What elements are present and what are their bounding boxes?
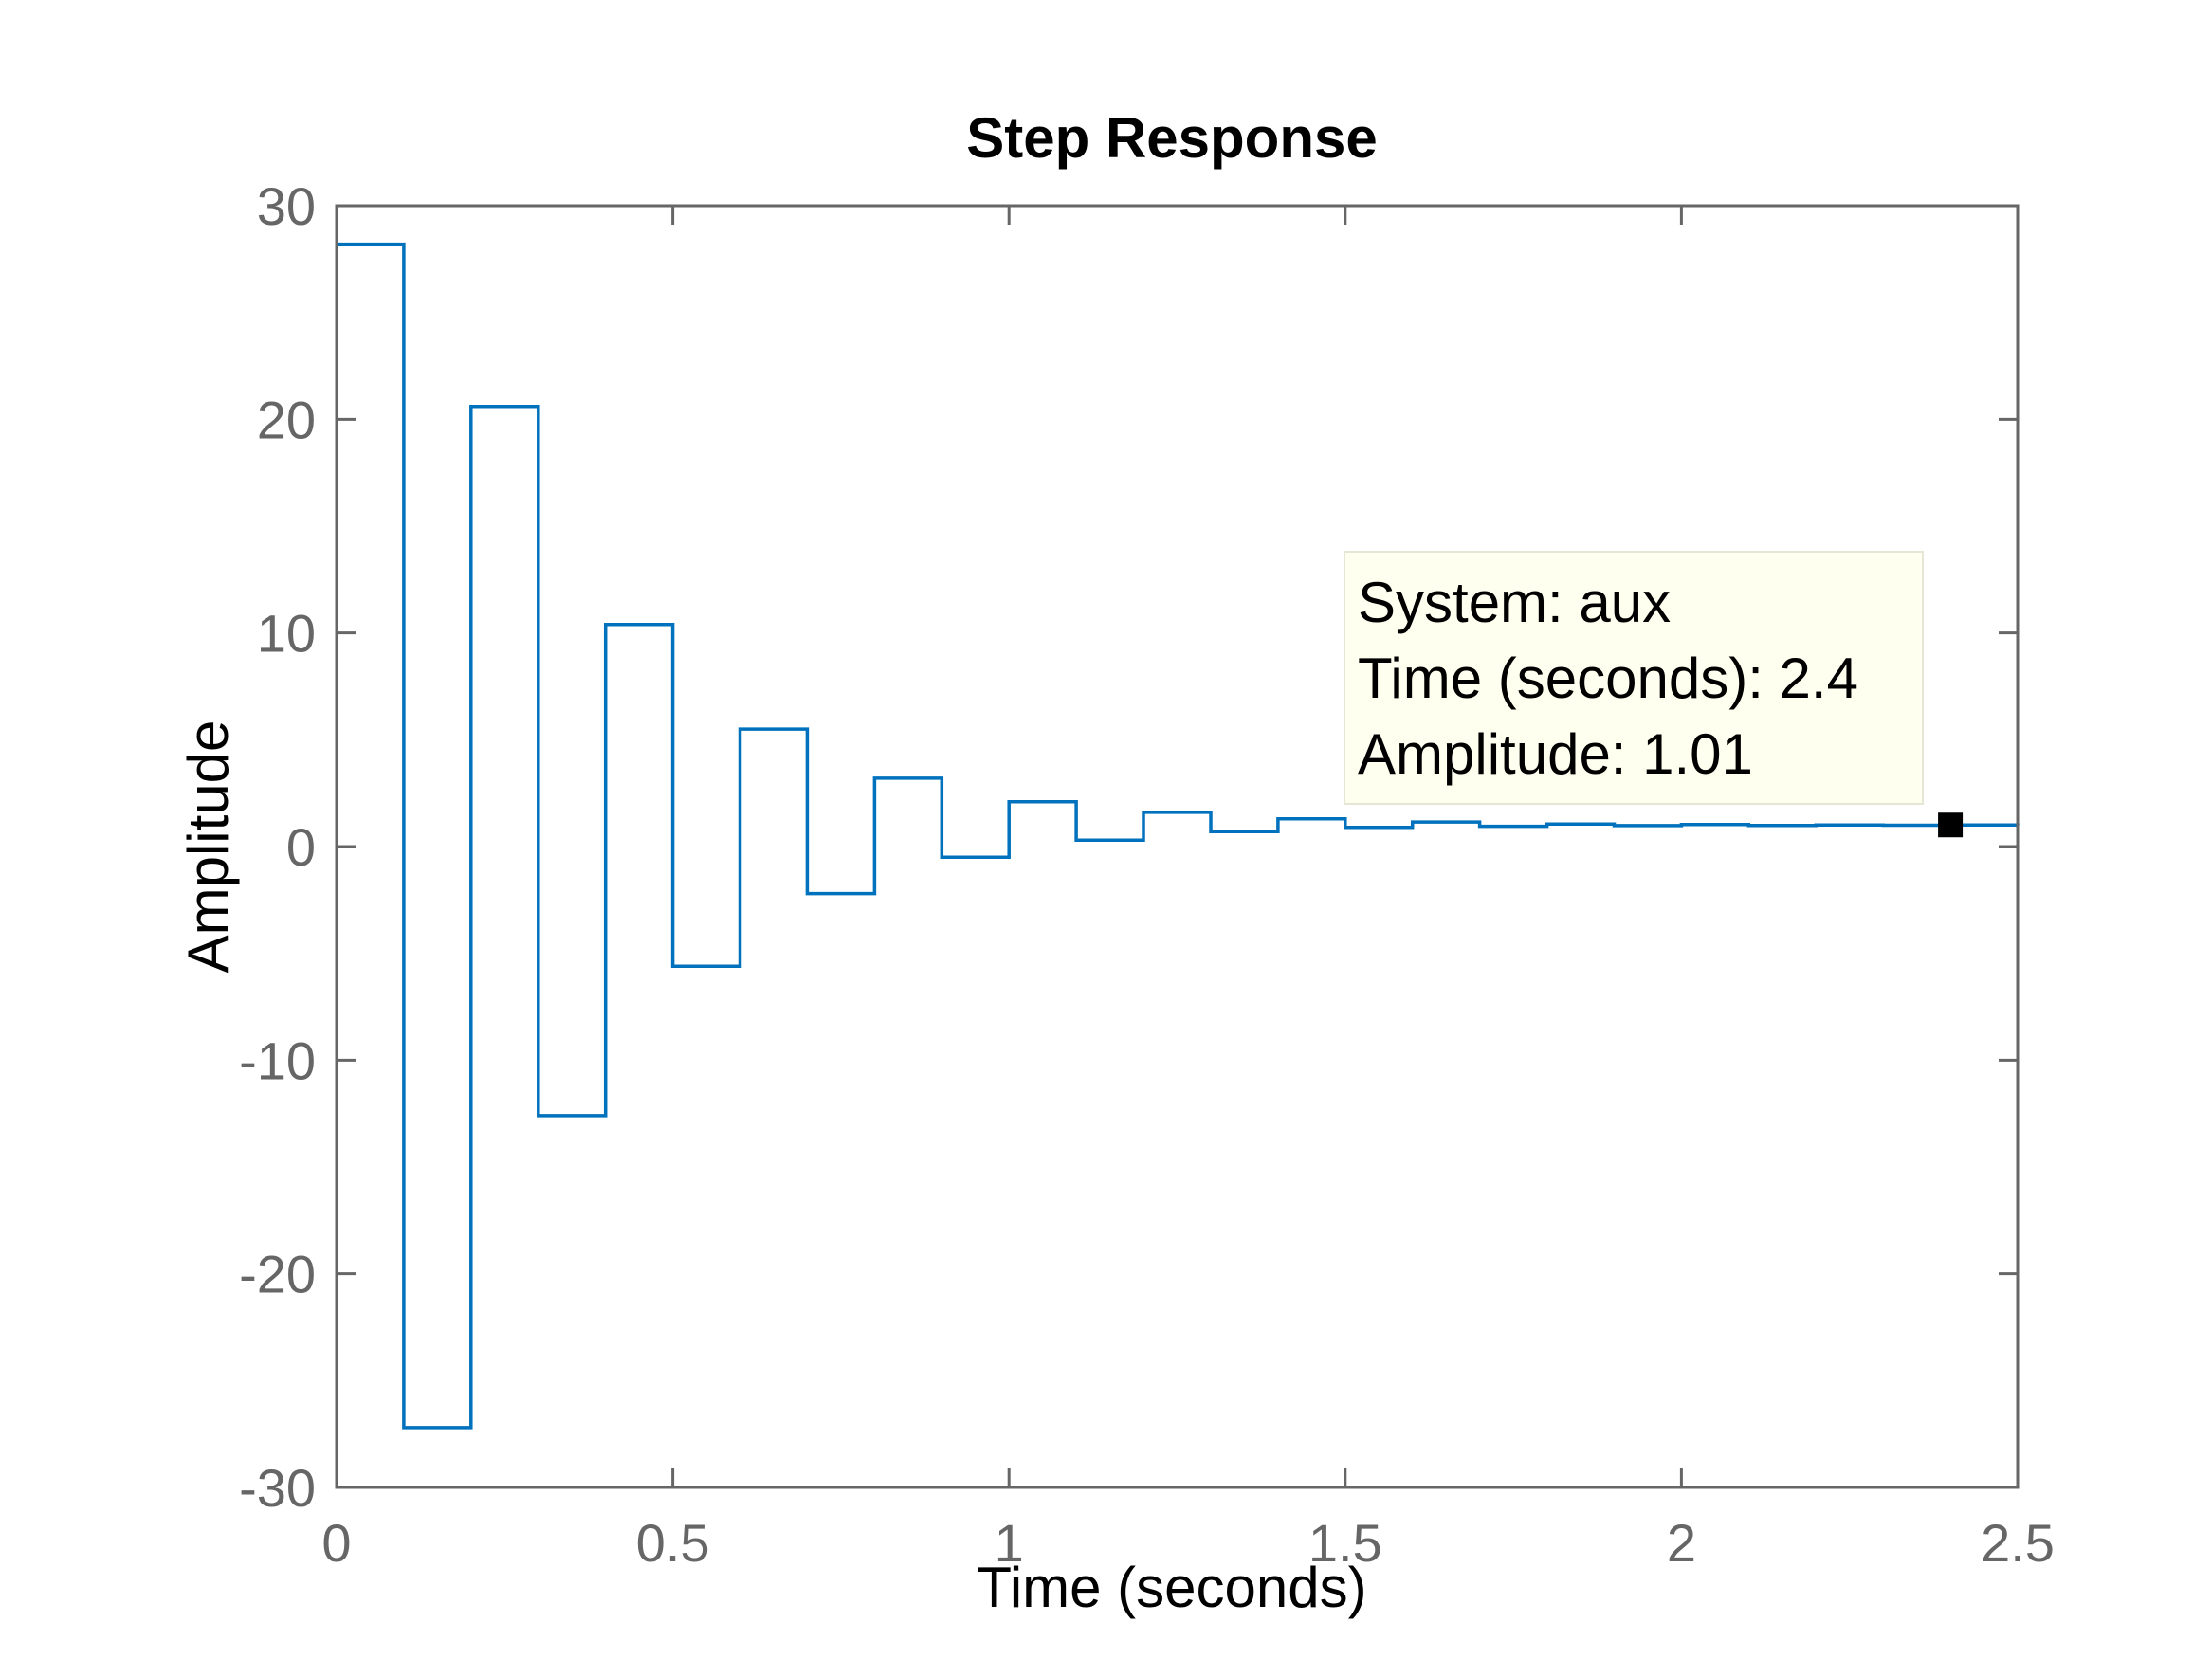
y-tick-label: -10 [239,1030,316,1090]
datatip-box [1344,551,1924,805]
y-tick-label: 10 [257,604,316,664]
y-tick-label: -30 [239,1458,316,1518]
y-axis-title: Amplitude [176,720,240,974]
x-axis-title: Time (seconds) [977,1556,1366,1619]
x-tick-label: 1.5 [1308,1513,1382,1573]
datatip-marker[interactable] [1938,812,1964,838]
x-tick-label: 0.5 [636,1513,710,1573]
y-tick-label: 30 [257,176,316,236]
x-tick-label: 1 [995,1513,1024,1573]
chart-title: Step Response [966,106,1377,170]
x-tick-label: 0 [321,1513,351,1573]
datatip-line: System: aux [1358,571,1671,634]
datatip-line: Time (seconds): 2.4 [1358,647,1858,710]
plot-area [337,242,2020,1430]
x-tick-label: 2.5 [1981,1513,2055,1573]
y-tick-label: 0 [286,817,316,877]
y-tick-label: 20 [257,390,316,449]
series-line-0 [337,242,2020,1430]
axis-ticks: 0 0.5 1 1.5 2 2.5 -30 -20 -10 0 10 20 30 [239,176,2055,1573]
datatip[interactable]: System: aux Time (seconds): 2.4 Amplitude:… [1344,551,1964,838]
x-tick-label: 2 [1667,1513,1696,1573]
y-tick-label: -20 [239,1245,316,1304]
datatip-line: Amplitude: 1.01 [1358,722,1753,786]
